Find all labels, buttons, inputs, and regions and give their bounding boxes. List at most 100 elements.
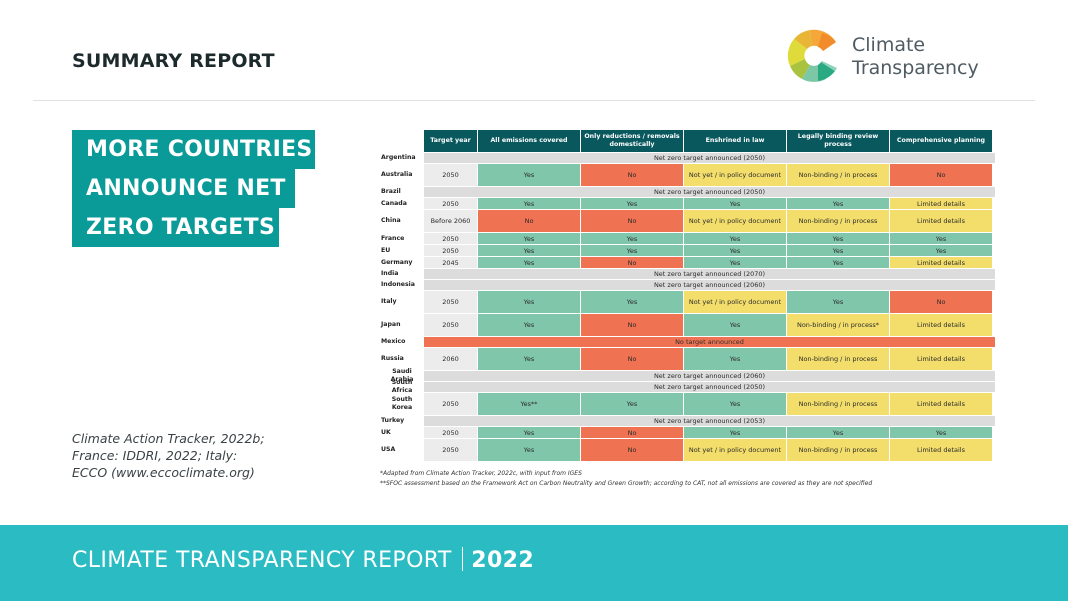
comprehensive-planning-cell: Limited details (890, 198, 992, 209)
table-header-row: Target year All emissions covered Only r… (378, 130, 995, 153)
domestic-reductions-cell: Yes (581, 245, 684, 256)
country-name: Mexico (378, 337, 424, 347)
review-process-cell: Non-binding / in process (787, 439, 890, 461)
all-emissions-cell: Yes (478, 439, 581, 461)
climate-transparency-logo: Climate Transparency (786, 26, 1006, 88)
review-process-cell: Yes (787, 427, 890, 438)
all-emissions-cell: Yes (478, 233, 581, 244)
target-announced-cell: Net zero target announced (2053) (424, 416, 995, 426)
target-announced-cell: Net zero target announced (2070) (424, 269, 995, 279)
enshrined-in-law-cell: Not yet / in policy document (684, 210, 787, 232)
target-year-cell: 2050 (424, 245, 478, 256)
review-process-cell: Non-binding / in process* (787, 314, 890, 336)
headline-line: ANNOUNCE NET (72, 169, 295, 208)
country-name: Turkey (378, 416, 424, 426)
country-name: South Korea (378, 393, 424, 415)
target-year-cell: 2050 (424, 439, 478, 461)
source-note-line: Climate Action Tracker, 2022b; (72, 431, 265, 446)
climate-transparency-logo-mark-icon (787, 29, 837, 82)
comprehensive-planning-cell: Limited details (890, 314, 992, 336)
country-name: Argentina (378, 153, 424, 163)
target-announced-cell: Net zero target announced (2050) (424, 187, 995, 197)
domestic-reductions-cell: No (581, 427, 684, 438)
headline: MORE COUNTRIES ANNOUNCE NET ZERO TARGETS (72, 130, 315, 247)
target-year-cell: 2050 (424, 427, 478, 438)
table-row: France 2050 Yes Yes Yes Yes Yes (378, 233, 995, 245)
country-name: USA (378, 439, 424, 461)
headline-line: ZERO TARGETS (72, 208, 279, 247)
table-row: Mexico No target announced (378, 337, 995, 348)
table-row: Saudi Arabia Net zero target announced (2… (378, 368, 995, 383)
table-row: Russia 2060 Yes No Yes Non-binding / in proce… (378, 348, 995, 371)
all-emissions-cell: Yes (478, 291, 581, 313)
country-name: China (378, 210, 424, 232)
country-name: Indonesia (378, 280, 424, 290)
footer-title: CLIMATE TRANSPARENCY REPORT 2022 (72, 547, 534, 573)
target-announced-cell: Net zero target announced (2050) (424, 382, 995, 392)
review-process-cell: Non-binding / in process (787, 164, 890, 186)
footer-year: 2022 (471, 548, 535, 573)
header-domestic-reductions: Only reductions / removals domestically (581, 130, 684, 152)
enshrined-in-law-cell: Yes (684, 198, 787, 209)
enshrined-in-law-cell: Yes (684, 427, 787, 438)
domestic-reductions-cell: No (581, 314, 684, 336)
domestic-reductions-cell: Yes (581, 233, 684, 244)
logo-text-line1: Climate (852, 34, 926, 56)
all-emissions-cell: Yes (478, 314, 581, 336)
target-year-cell: 2050 (424, 291, 478, 313)
country-name: Italy (378, 291, 424, 313)
domestic-reductions-cell: No (581, 348, 684, 370)
enshrined-in-law-cell: Yes (684, 348, 787, 370)
footer-report-name: CLIMATE TRANSPARENCY REPORT (72, 548, 452, 573)
review-process-cell: Yes (787, 245, 890, 256)
headline-line: MORE COUNTRIES (72, 130, 315, 169)
domestic-reductions-cell: No (581, 439, 684, 461)
all-emissions-cell: No (478, 210, 581, 232)
logo-text: Climate Transparency (852, 34, 979, 80)
review-process-cell: Non-binding / in process (787, 393, 890, 415)
table-row: EU 2050 Yes Yes Yes Yes Yes (378, 245, 995, 257)
top-divider (33, 100, 1035, 101)
comprehensive-planning-cell: Limited details (890, 393, 992, 415)
country-name: UK (378, 427, 424, 438)
target-announced-cell: Net zero target announced (2050) (424, 153, 995, 163)
comprehensive-planning-cell: Yes (890, 245, 992, 256)
enshrined-in-law-cell: Not yet / in policy document (684, 291, 787, 313)
target-year-cell: 2050 (424, 314, 478, 336)
table-row: Germany 2045 Yes No Yes Yes Limited details (378, 257, 995, 269)
table-footnotes: *Adapted from Climate Action Tracker, 20… (380, 469, 872, 489)
country-name: Germany (378, 257, 424, 268)
header-review-process: Legally binding review process (787, 130, 890, 152)
all-emissions-cell: Yes (478, 257, 581, 268)
target-year-cell: Before 2060 (424, 210, 478, 232)
footnote: **SFOC assessment based on the Framework… (380, 480, 873, 487)
comprehensive-planning-cell: No (890, 291, 992, 313)
all-emissions-cell: Yes (478, 245, 581, 256)
source-note-line: France: IDDRI, 2022; Italy: (72, 448, 238, 463)
enshrined-in-law-cell: Not yet / in policy document (684, 164, 787, 186)
all-emissions-cell: Yes** (478, 393, 581, 415)
domestic-reductions-cell: No (581, 257, 684, 268)
header-country (378, 130, 424, 152)
comprehensive-planning-cell: Limited details (890, 348, 992, 370)
table-row: Italy 2050 Yes Yes Not yet / in policy docum… (378, 291, 995, 314)
comprehensive-planning-cell: Yes (890, 233, 992, 244)
header-comprehensive-planning: Comprehensive planning (890, 130, 992, 152)
domestic-reductions-cell: Yes (581, 393, 684, 415)
review-process-cell: Yes (787, 291, 890, 313)
table-row: Japan 2050 Yes No Yes Non-binding / in proces… (378, 314, 995, 337)
domestic-reductions-cell: Yes (581, 198, 684, 209)
review-process-cell: Yes (787, 257, 890, 268)
source-note: Climate Action Tracker, 2022b; France: I… (72, 430, 312, 481)
enshrined-in-law-cell: Yes (684, 245, 787, 256)
comprehensive-planning-cell: No (890, 164, 992, 186)
enshrined-in-law-cell: Yes (684, 314, 787, 336)
table-row: Canada 2050 Yes Yes Yes Yes Limited details (378, 198, 995, 210)
domestic-reductions-cell: No (581, 210, 684, 232)
logo-text-line2: Transparency (852, 57, 979, 79)
header-all-emissions: All emissions covered (478, 130, 581, 152)
all-emissions-cell: Yes (478, 198, 581, 209)
target-year-cell: 2050 (424, 198, 478, 209)
country-name: Canada (378, 198, 424, 209)
domestic-reductions-cell: Yes (581, 291, 684, 313)
